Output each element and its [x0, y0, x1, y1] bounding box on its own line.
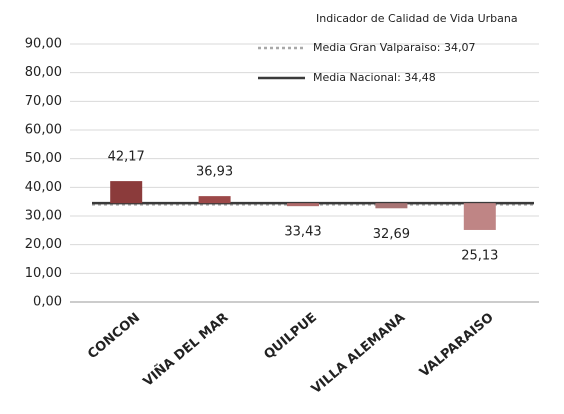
legend-label: Media Gran Valparaiso: 34,07	[313, 41, 475, 54]
y-tick-label: 90,00	[25, 37, 62, 52]
y-tick-label: 40,00	[25, 180, 62, 195]
bar	[287, 203, 319, 207]
bar	[375, 203, 408, 209]
data-label: 33,43	[284, 225, 321, 240]
data-label: 25,13	[461, 248, 498, 263]
legend-label: Media Nacional: 34,48	[313, 71, 436, 84]
data-label: 32,69	[373, 227, 410, 242]
x-tick-label: VIÑA DEL MAR	[140, 309, 231, 389]
y-tick-label: 70,00	[25, 94, 62, 109]
data-label: 36,93	[196, 165, 233, 180]
x-tick-label: VALPARAISO	[417, 310, 497, 380]
data-label: 42,17	[108, 150, 145, 165]
y-tick-label: 30,00	[25, 209, 62, 224]
bar	[110, 181, 143, 204]
y-tick-label: 10,00	[25, 266, 62, 281]
x-tick-label: QUILPUE	[261, 310, 319, 362]
legend-title: Indicador de Calidad de Vida Urbana	[316, 12, 518, 25]
bar	[198, 196, 231, 204]
y-tick-label: 60,00	[25, 123, 62, 138]
y-tick-label: 20,00	[25, 237, 62, 252]
x-tick-label: CONCON	[85, 310, 143, 362]
y-tick-label: 0,00	[33, 295, 62, 310]
bar	[463, 203, 496, 230]
x-tick-label: VILLA ALEMANA	[309, 310, 408, 397]
y-tick-label: 50,00	[25, 151, 62, 166]
y-tick-label: 80,00	[25, 65, 62, 80]
